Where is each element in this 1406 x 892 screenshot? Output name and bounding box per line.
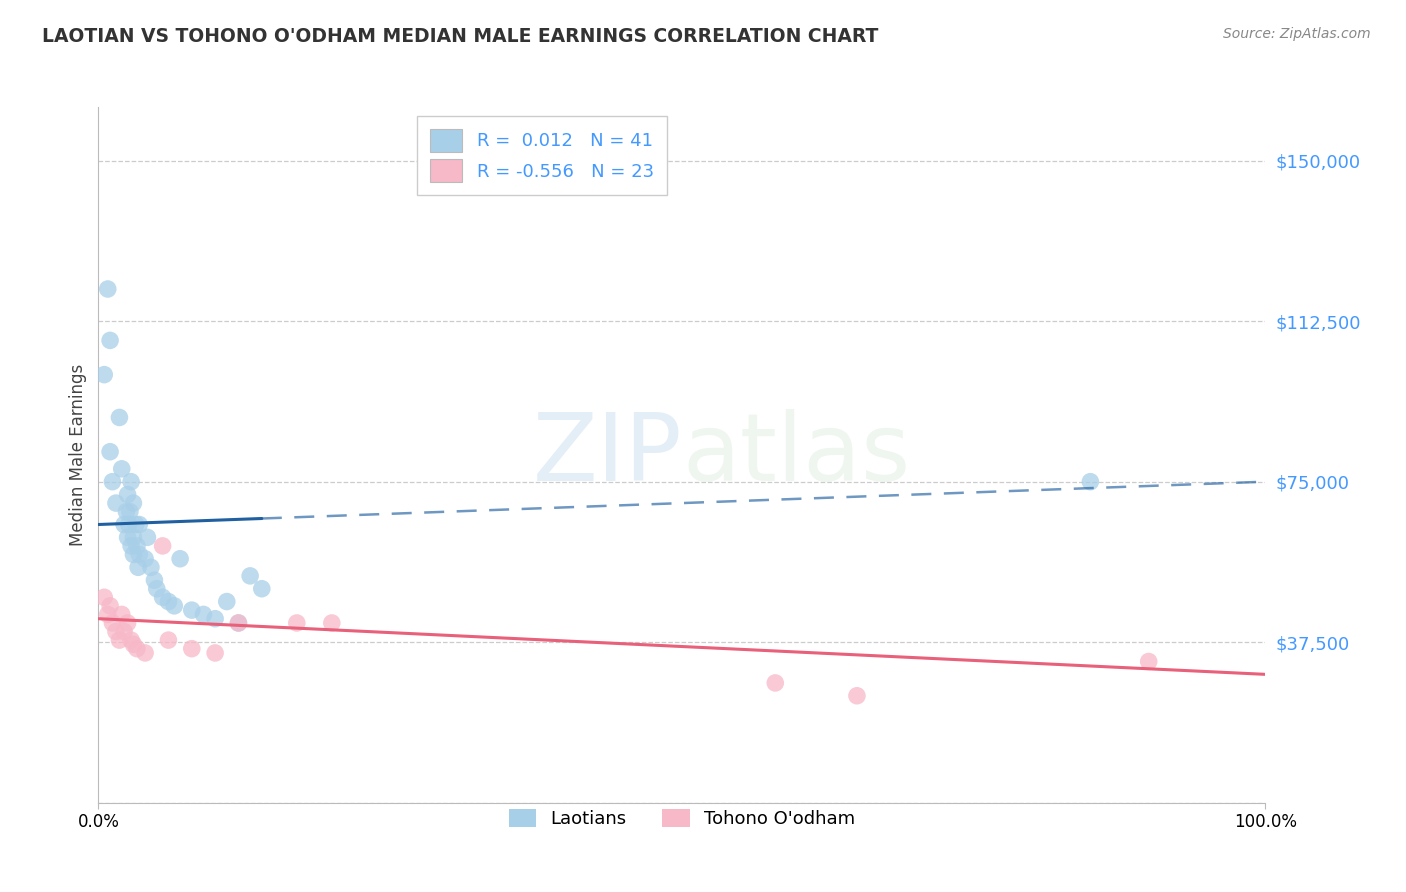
Point xyxy=(125,517,148,532)
Point xyxy=(125,641,148,656)
Point xyxy=(120,633,142,648)
Point xyxy=(93,591,115,605)
Point xyxy=(180,603,202,617)
Point xyxy=(108,633,131,648)
Point xyxy=(112,624,135,639)
Point xyxy=(846,689,869,703)
Point xyxy=(1080,475,1102,489)
Point xyxy=(101,615,124,630)
Point xyxy=(134,551,156,566)
Point xyxy=(118,517,141,532)
Point xyxy=(108,410,131,425)
Point xyxy=(228,615,250,630)
Point xyxy=(157,594,180,608)
Point xyxy=(120,539,142,553)
Point xyxy=(98,334,121,348)
Text: Source: ZipAtlas.com: Source: ZipAtlas.com xyxy=(1223,27,1371,41)
Point xyxy=(125,539,148,553)
Point xyxy=(128,548,150,562)
Point xyxy=(180,641,202,656)
Point xyxy=(122,548,145,562)
Point xyxy=(117,487,139,501)
Point xyxy=(93,368,115,382)
Point xyxy=(228,615,250,630)
Point xyxy=(104,624,127,639)
Point xyxy=(285,615,308,630)
Point xyxy=(136,530,159,544)
Y-axis label: Median Male Earnings: Median Male Earnings xyxy=(69,364,87,546)
Point xyxy=(122,530,145,544)
Point xyxy=(112,517,135,532)
Point xyxy=(127,560,149,574)
Point xyxy=(97,607,120,622)
Point xyxy=(152,539,174,553)
Text: LAOTIAN VS TOHONO O'ODHAM MEDIAN MALE EARNINGS CORRELATION CHART: LAOTIAN VS TOHONO O'ODHAM MEDIAN MALE EA… xyxy=(42,27,879,45)
Point xyxy=(169,551,191,566)
Point xyxy=(104,496,127,510)
Point xyxy=(122,496,145,510)
Point xyxy=(239,569,262,583)
Point xyxy=(128,517,150,532)
Point xyxy=(111,462,134,476)
Point xyxy=(139,560,162,574)
Point xyxy=(146,582,169,596)
Text: ZIP: ZIP xyxy=(533,409,682,501)
Text: atlas: atlas xyxy=(682,409,910,501)
Point xyxy=(163,599,186,613)
Point xyxy=(204,646,226,660)
Point xyxy=(122,637,145,651)
Point xyxy=(117,530,139,544)
Point xyxy=(117,615,139,630)
Point xyxy=(143,573,166,587)
Point xyxy=(193,607,215,622)
Point xyxy=(120,475,142,489)
Point xyxy=(157,633,180,648)
Point xyxy=(152,591,174,605)
Point xyxy=(115,505,138,519)
Point xyxy=(215,594,238,608)
Point xyxy=(118,505,141,519)
Point xyxy=(98,444,121,458)
Point xyxy=(101,475,124,489)
Point xyxy=(250,582,273,596)
Point xyxy=(321,615,343,630)
Point xyxy=(204,612,226,626)
Point xyxy=(763,676,786,690)
Point xyxy=(1137,655,1160,669)
Point xyxy=(97,282,120,296)
Point xyxy=(134,646,156,660)
Point xyxy=(111,607,134,622)
Point xyxy=(98,599,121,613)
Legend: Laotians, Tohono O'odham: Laotians, Tohono O'odham xyxy=(502,802,862,836)
